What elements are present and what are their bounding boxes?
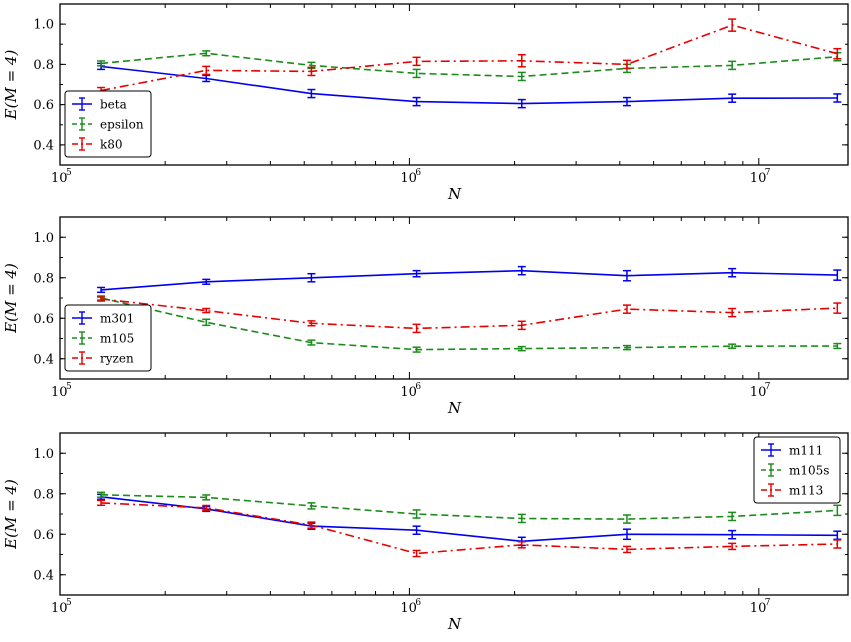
legend-label-m113: m113 (789, 484, 823, 498)
legend-item-epsilon: epsilon (72, 117, 144, 132)
x-tick-label-base: 10 (750, 171, 767, 186)
series-line-m111 (101, 496, 838, 543)
series-m301 (97, 265, 842, 294)
legend-label-epsilon: epsilon (100, 118, 144, 132)
y-tick-label: 0.8 (33, 58, 54, 73)
x-tick-label-exponent: 5 (66, 598, 72, 608)
x-tick-label: 107 (750, 382, 771, 400)
y-axis-title: E(M = 4) (2, 479, 20, 550)
legend-item-m113: m113 (761, 483, 823, 498)
series-line-m301 (101, 269, 838, 291)
y-axis-title: E(M = 4) (2, 50, 20, 121)
x-tick-label-base: 10 (400, 601, 417, 616)
y-tick-label: 0.8 (33, 271, 54, 286)
axes-frame (59, 432, 849, 596)
series-m113 (97, 499, 842, 558)
y-tick-label: 0.8 (33, 487, 54, 502)
series-m105s (97, 491, 842, 524)
x-tick-label-base: 10 (750, 601, 767, 616)
y-tick-label: 0.6 (33, 98, 54, 113)
y-tick-label: 0.4 (33, 568, 54, 583)
x-tick-label-base: 10 (750, 385, 767, 400)
y-tick-label: 0.6 (33, 312, 54, 327)
y-tick-label: 0.4 (33, 352, 54, 367)
x-tick-label-base: 10 (400, 385, 417, 400)
x-tick-label: 107 (750, 168, 771, 186)
x-tick-label-exponent: 5 (66, 168, 72, 178)
axes-frame (59, 216, 849, 380)
series-m105 (97, 295, 842, 353)
legend-item-ryzen: ryzen (72, 351, 134, 366)
legend-item-m105: m105 (72, 331, 134, 346)
x-tick-label-exponent: 6 (415, 382, 421, 392)
y-tick-label: 1.0 (33, 447, 54, 462)
x-tick-label-exponent: 6 (415, 168, 421, 178)
series-line-m105s (101, 494, 838, 520)
legend-label-m111: m111 (789, 444, 823, 458)
x-axis-title: N (447, 399, 462, 417)
legend: beta epsilon k80 (64, 90, 152, 158)
legend-label-beta: beta (100, 98, 127, 112)
x-axis-title: N (447, 185, 462, 203)
axes-frame (59, 3, 849, 166)
legend-item-m111: m111 (761, 443, 823, 458)
legend-label-m105: m105 (100, 332, 134, 346)
y-tick-label: 0.4 (33, 138, 54, 153)
series-line-m105 (100, 297, 838, 351)
x-tick-label-base: 10 (51, 385, 68, 400)
legend: m301 m105 ryzen (64, 304, 152, 372)
series-line-ryzen (101, 298, 838, 330)
legend-label-m105s: m105s (789, 464, 829, 478)
x-tick-label-base: 10 (400, 171, 417, 186)
x-axis-title: N (447, 615, 462, 633)
x-tick-label: 106 (400, 382, 421, 400)
legend-label-k80: k80 (100, 138, 123, 152)
legend-label-ryzen: ryzen (100, 352, 134, 366)
legend-frame (64, 304, 152, 372)
legend-item-beta: beta (72, 97, 127, 112)
y-tick-label: 0.6 (33, 528, 54, 543)
x-tick-label-exponent: 7 (765, 382, 771, 392)
series-line-k80 (100, 24, 838, 92)
legend: m111 m105s m113 (753, 436, 841, 504)
series-ryzen (97, 296, 842, 334)
x-tick-label-base: 10 (51, 601, 68, 616)
series-line-beta (101, 65, 838, 105)
series-line-m113 (101, 502, 838, 555)
series-line-epsilon (101, 52, 838, 78)
x-tick-label: 105 (51, 382, 72, 400)
legend-item-m301: m301 (72, 311, 134, 326)
legend-label-m301: m301 (100, 312, 134, 326)
y-tick-label: 1.0 (33, 18, 54, 33)
x-tick-label-exponent: 7 (765, 168, 771, 178)
legend-frame (753, 436, 841, 504)
legend-item-m105s: m105s (761, 463, 829, 478)
x-tick-label-exponent: 6 (415, 598, 421, 608)
legend-frame (64, 90, 152, 158)
x-tick-label: 105 (51, 598, 72, 616)
x-tick-label: 106 (400, 168, 421, 186)
x-tick-label: 107 (750, 598, 771, 616)
legend-item-k80: k80 (72, 137, 123, 152)
y-tick-label: 1.0 (33, 231, 54, 246)
x-tick-label-exponent: 7 (765, 598, 771, 608)
x-tick-label: 106 (400, 598, 421, 616)
x-tick-label-base: 10 (51, 171, 68, 186)
y-axis-title: E(M = 4) (2, 263, 20, 334)
x-tick-label: 105 (51, 168, 72, 186)
x-tick-label-exponent: 5 (66, 382, 72, 392)
